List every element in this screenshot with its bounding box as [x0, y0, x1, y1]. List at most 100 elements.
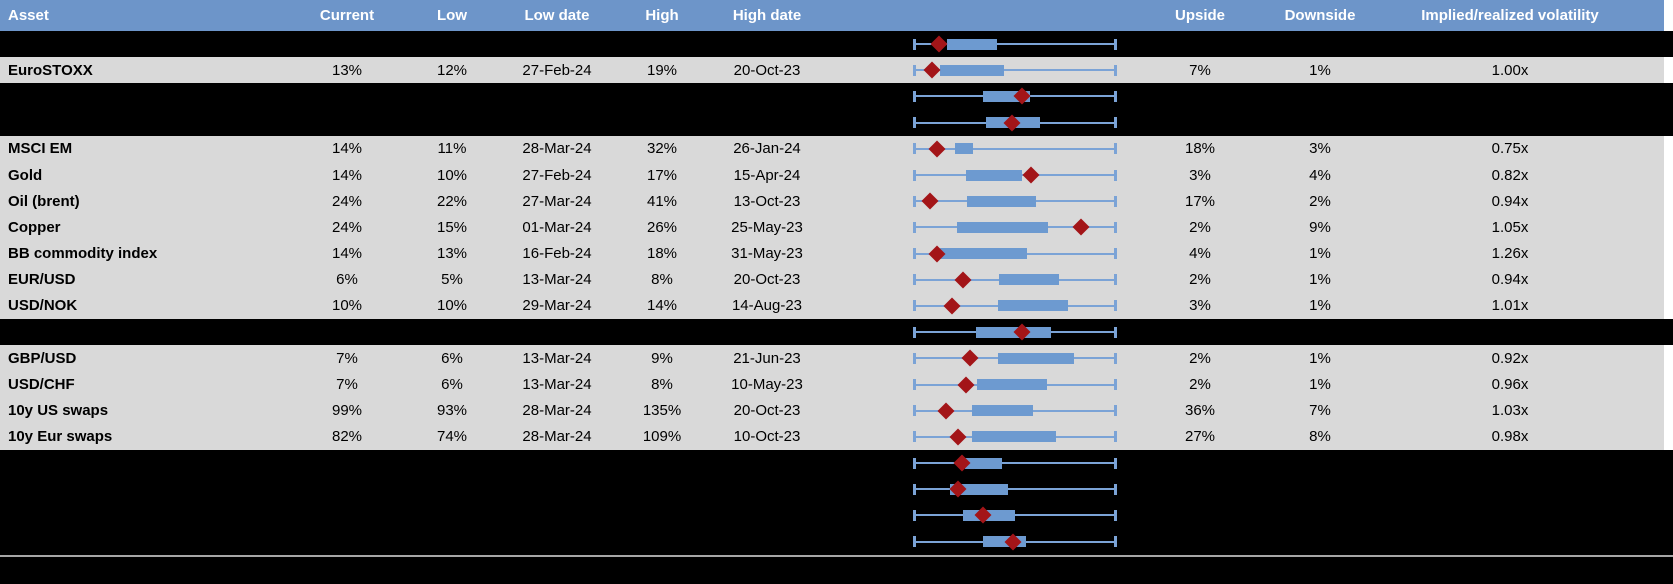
- boxplot-cell: [824, 293, 1145, 319]
- downside-cell: 1%: [1309, 272, 1331, 288]
- table-row: USD/CHF 7% 6% 13-Mar-24 8% 10-May-23 2% …: [0, 371, 1673, 398]
- high-cell: 8%: [651, 272, 673, 288]
- high-cell: 9%: [651, 350, 673, 366]
- low-cell: 22%: [436, 193, 468, 209]
- boxplot-cell: [824, 31, 1145, 57]
- upside-cell: 2%: [1189, 377, 1211, 393]
- whisker-cap-right: [1114, 326, 1117, 338]
- asset-cell: MSCI EM: [8, 141, 73, 157]
- low-cell: 12%: [436, 62, 468, 78]
- footer-black-bar: [0, 556, 1673, 584]
- upside-cell: 2%: [1189, 219, 1211, 235]
- whisker-cap-right: [1114, 379, 1117, 391]
- range-box: [998, 300, 1069, 312]
- implied-realized-cell: 0.75x: [1491, 141, 1529, 157]
- high-date-cell: 10-May-23: [731, 377, 803, 393]
- whisker-cap-left: [913, 169, 916, 181]
- high-cell: 8%: [651, 377, 673, 393]
- boxplot: [913, 110, 1117, 136]
- downside-cell: 1%: [1309, 350, 1331, 366]
- high-date-cell: 26-Jan-24: [733, 141, 801, 157]
- hidden-row: [0, 83, 1673, 110]
- whisker-cap-right: [1114, 195, 1117, 207]
- current-marker-diamond-icon: [1022, 166, 1040, 184]
- boxplot: [913, 136, 1117, 162]
- high-cell: 109%: [642, 429, 682, 445]
- whisker-cap-right: [1114, 143, 1117, 155]
- boxplot-cell: [824, 188, 1145, 214]
- whisker-cap-right: [1114, 483, 1117, 495]
- low-date-cell: 27-Mar-24: [522, 193, 592, 209]
- boxplot-cell: [824, 57, 1145, 83]
- asset-cell: EuroSTOXX: [8, 62, 93, 78]
- low-date-cell: 29-Mar-24: [522, 298, 592, 314]
- downside-cell: 3%: [1309, 141, 1331, 157]
- boxplot: [913, 83, 1117, 109]
- low-date-cell: 28-Mar-24: [522, 141, 592, 157]
- high-date-cell: 10-Oct-23: [733, 429, 801, 445]
- whisker-cap-right: [1114, 509, 1117, 521]
- boxplot: [913, 241, 1117, 267]
- boxplot: [913, 214, 1117, 240]
- table-row: BB commodity index 14% 13% 16-Feb-24 18%…: [0, 240, 1673, 267]
- low-cell: 13%: [436, 246, 468, 262]
- current-cell: 6%: [336, 272, 358, 288]
- high-cell: 135%: [642, 403, 682, 419]
- implied-realized-cell: 0.92x: [1491, 350, 1529, 366]
- high-date-cell: 21-Jun-23: [733, 350, 801, 366]
- low-date-cell: 01-Mar-24: [522, 219, 592, 235]
- downside-cell: 2%: [1309, 193, 1331, 209]
- boxplot: [913, 424, 1117, 450]
- low-cell: 15%: [436, 219, 468, 235]
- boxplot: [913, 502, 1117, 528]
- boxplot: [913, 476, 1117, 502]
- asset-cell: EUR/USD: [8, 272, 76, 288]
- low-date-cell: 27-Feb-24: [522, 62, 592, 78]
- whisker-cap-right: [1114, 169, 1117, 181]
- current-marker-diamond-icon: [943, 297, 961, 315]
- upside-cell: 2%: [1189, 350, 1211, 366]
- range-box: [957, 221, 1049, 233]
- current-cell: 7%: [336, 350, 358, 366]
- column-header-asset: Asset: [8, 8, 49, 23]
- upside-cell: 4%: [1189, 246, 1211, 262]
- range-box: [965, 457, 1002, 469]
- whisker-cap-right: [1114, 352, 1117, 364]
- current-marker-diamond-icon: [923, 61, 941, 79]
- column-header-high-date: High date: [732, 8, 802, 23]
- current-cell: 99%: [331, 403, 363, 419]
- hidden-row: [0, 450, 1673, 477]
- whisker-line: [913, 462, 1117, 465]
- whisker-cap-right: [1114, 431, 1117, 443]
- implied-realized-cell: 0.96x: [1491, 377, 1529, 393]
- low-cell: 6%: [441, 377, 463, 393]
- high-date-cell: 13-Oct-23: [733, 193, 801, 209]
- whisker-cap-left: [913, 457, 916, 469]
- boxplot-cell: [824, 136, 1145, 162]
- whisker-cap-left: [913, 509, 916, 521]
- upside-cell: 18%: [1184, 141, 1216, 157]
- table-row: 10y US swaps 99% 93% 28-Mar-24 135% 20-O…: [0, 397, 1673, 424]
- high-date-cell: 15-Apr-24: [733, 167, 801, 183]
- implied-realized-cell: 1.03x: [1491, 403, 1529, 419]
- boxplot: [913, 162, 1117, 188]
- boxplot-cell: [824, 214, 1145, 240]
- boxplot-cell: [824, 424, 1145, 450]
- high-date-cell: 20-Oct-23: [733, 403, 801, 419]
- boxplot: [913, 345, 1117, 371]
- table-row: 10y Eur swaps 82% 74% 28-Mar-24 109% 10-…: [0, 423, 1673, 450]
- high-cell: 26%: [646, 219, 678, 235]
- whisker-cap-left: [913, 90, 916, 102]
- asset-cell: 10y US swaps: [8, 403, 109, 419]
- range-box: [966, 169, 1022, 181]
- current-cell: 7%: [336, 377, 358, 393]
- whisker-line: [913, 514, 1117, 517]
- current-cell: 14%: [331, 246, 363, 262]
- column-header-implied-realized: Implied/realized volatility: [1421, 8, 1599, 23]
- downside-cell: 7%: [1309, 403, 1331, 419]
- implied-realized-cell: 1.00x: [1491, 62, 1529, 78]
- boxplot-cell: [824, 110, 1145, 136]
- table-row: EUR/USD 6% 5% 13-Mar-24 8% 20-Oct-23 2% …: [0, 266, 1673, 293]
- high-cell: 32%: [646, 141, 678, 157]
- whisker-cap-right: [1114, 221, 1117, 233]
